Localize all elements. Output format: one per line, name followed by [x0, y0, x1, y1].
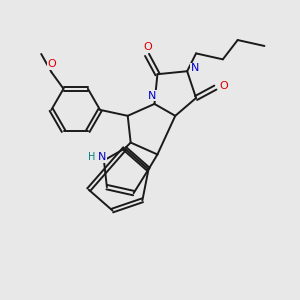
- Text: N: N: [148, 91, 156, 100]
- Text: H: H: [88, 152, 95, 162]
- Text: O: O: [219, 81, 228, 91]
- Text: N: N: [98, 152, 106, 162]
- Text: O: O: [143, 42, 152, 52]
- Text: N: N: [190, 63, 199, 73]
- Text: O: O: [47, 59, 56, 69]
